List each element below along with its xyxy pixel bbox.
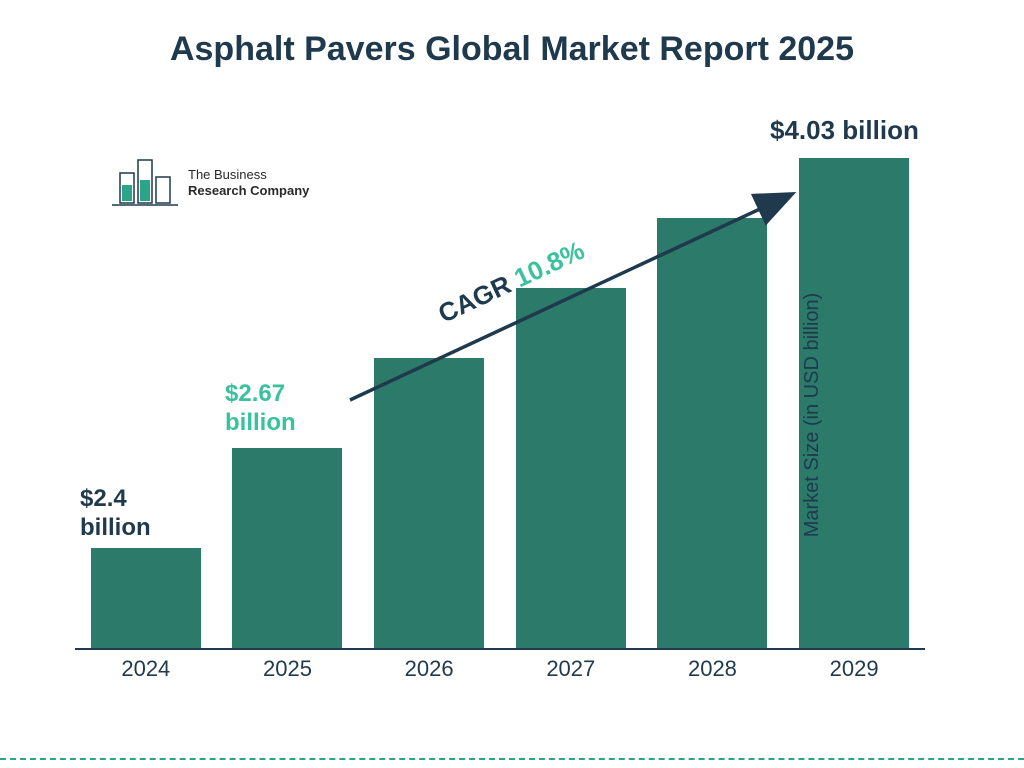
- x-axis-label: 2026: [374, 656, 484, 682]
- bar: [91, 548, 201, 648]
- footer-divider: [0, 758, 1024, 760]
- bar: [232, 448, 342, 648]
- value-label: $4.03 billion: [770, 115, 919, 146]
- bar-wrap: 2027: [516, 288, 626, 648]
- chart-area: 2024 2025 2026 2027 2028 2029 Market Size (in…: [75, 150, 925, 680]
- chart-title: Asphalt Pavers Global Market Report 2025: [0, 30, 1024, 69]
- bar: [657, 218, 767, 648]
- value-label: $2.67 billion: [225, 380, 296, 438]
- x-axis-label: 2029: [799, 656, 909, 682]
- bar-wrap: 2028: [657, 218, 767, 648]
- value-label: $2.4 billion: [80, 485, 151, 543]
- bar: [516, 288, 626, 648]
- x-axis-label: 2025: [232, 656, 342, 682]
- bar-wrap: 2024: [91, 548, 201, 648]
- bar-container: 202420252026202720282029: [75, 150, 925, 650]
- bar-wrap: 2025: [232, 448, 342, 648]
- y-axis-label: Market Size (in USD billion): [801, 293, 824, 538]
- bar: [374, 358, 484, 648]
- x-axis-label: 2024: [91, 656, 201, 682]
- bar-wrap: 2026: [374, 358, 484, 648]
- x-axis-label: 2028: [657, 656, 767, 682]
- x-axis-label: 2027: [516, 656, 626, 682]
